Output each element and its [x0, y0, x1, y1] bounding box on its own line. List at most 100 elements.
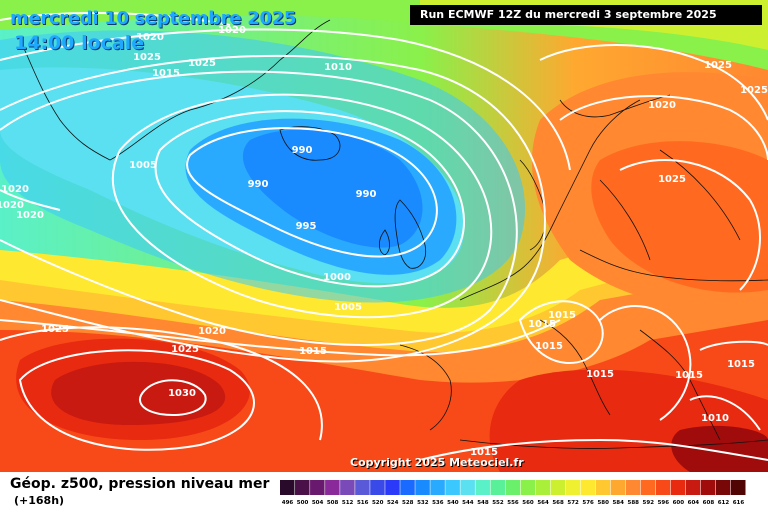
isobar-label: 1015 [548, 310, 576, 321]
isobar-label: 1010 [701, 413, 729, 424]
legend-title: Géop. z500, pression niveau mer [10, 476, 270, 492]
isobar-label: 1015 [535, 341, 563, 352]
isobar-labels: 1020 1020 1025 1015 1025 1010 1005 1020 … [0, 25, 768, 458]
color-scale-tick: 556 [507, 500, 519, 506]
color-scale-tick: 508 [327, 500, 339, 506]
color-swatch [625, 480, 641, 495]
color-scale-tick: 612 [718, 500, 730, 506]
color-swatch [370, 480, 385, 495]
isobar-label: 1020 [136, 32, 164, 43]
color-swatch [595, 480, 611, 495]
color-swatch [295, 480, 310, 495]
isobar-label: 1025 [704, 60, 732, 71]
isobar-label: 1025 [658, 174, 686, 185]
color-scale-tick: 604 [688, 500, 700, 506]
color-scale-tick: 536 [432, 500, 444, 506]
isobar-label: 1020 [0, 200, 24, 211]
isobar-label: 990 [248, 179, 269, 190]
isobar-995 [154, 110, 465, 288]
isobar-1010-se [689, 395, 761, 431]
color-scale: 496 500 504 508 512 516 520 524 528 532 536 540 544 5… [280, 480, 746, 506]
color-swatch [280, 480, 295, 495]
isobar-1030 [139, 379, 207, 416]
isobar-1020-north [0, 12, 231, 26]
color-swatch [610, 480, 626, 495]
color-swatch [325, 480, 340, 495]
color-scale-tick: 592 [643, 500, 655, 506]
geopotential-map: 1020 1020 1025 1015 1025 1010 1005 1020 … [0, 0, 768, 472]
zone-deep-blue [242, 129, 423, 248]
isobar-label: 1020 [1, 184, 29, 195]
isobar-1025-east [619, 159, 761, 291]
isobar-990 [186, 127, 438, 258]
color-scale-tick: 588 [628, 500, 640, 506]
isobar-label: 995 [296, 221, 317, 232]
color-swatch [385, 480, 400, 495]
isobar-label: 1025 [171, 344, 199, 355]
isobar-label: 1030 [168, 388, 196, 399]
color-swatch [355, 480, 370, 495]
color-swatch [640, 480, 656, 495]
color-swatch [310, 480, 325, 495]
color-swatch [475, 480, 490, 495]
color-scale-tick: 600 [673, 500, 685, 506]
color-swatch [580, 480, 596, 495]
color-swatch [520, 480, 536, 495]
color-swatch [415, 480, 430, 495]
zone-dark-red [51, 361, 226, 425]
color-scale-tick: 572 [567, 500, 579, 506]
color-scale-tick: 584 [612, 500, 624, 506]
color-swatch [685, 480, 701, 495]
isobar-label: 1025 [188, 58, 216, 69]
isobar-1025-ne [539, 44, 768, 121]
isobar-label: 1010 [324, 62, 352, 73]
color-scale-tick: 520 [372, 500, 384, 506]
color-swatch [730, 480, 746, 495]
copyright-text: Copyright 2025 Meteociel.fr [350, 456, 524, 469]
isobar-label: 990 [356, 189, 377, 200]
isobar-label: 1000 [323, 272, 351, 283]
color-swatch [505, 480, 521, 495]
forecast-time: 14:00 locale [14, 32, 145, 54]
color-scale-tick: 528 [402, 500, 414, 506]
color-scale-tick: 564 [537, 500, 549, 506]
color-swatch [655, 480, 671, 495]
isobar-label: 1015 [470, 447, 498, 458]
isobar-1020-south [0, 326, 323, 441]
forecast-date: mercredi 10 septembre 2025 [10, 8, 297, 29]
color-swatch [400, 480, 415, 495]
color-scale-tick: 524 [387, 500, 399, 506]
color-scale-tick: 512 [342, 500, 354, 506]
isobar-label: 1005 [129, 160, 157, 171]
color-swatch [340, 480, 355, 495]
isobar-label: 1020 [218, 25, 246, 36]
isobar-label: 1025 [740, 85, 768, 96]
isobar-label: 1020 [198, 326, 226, 337]
isobar-label: 1020 [648, 100, 676, 111]
color-scale-tick: 500 [297, 500, 309, 506]
isobar-label: 1015 [586, 369, 614, 380]
color-swatch [700, 480, 716, 495]
isobar-1020-ne [559, 95, 768, 161]
color-swatch [445, 480, 460, 495]
isobar-1020-west [0, 189, 61, 211]
isobar-1010 [0, 54, 546, 363]
isobar-label: 1015 [675, 370, 703, 381]
color-scale-tick: 540 [447, 500, 459, 506]
color-scale-tick: 496 [282, 500, 294, 506]
isobar-1015-north [0, 28, 571, 171]
color-swatch [565, 480, 581, 495]
isobar-label: 1020 [16, 210, 44, 221]
color-scale-tick: 568 [552, 500, 564, 506]
isobar-1015-alps [518, 300, 604, 365]
isobar-1015-balkan [599, 305, 692, 421]
isobar-1005 [0, 70, 518, 346]
color-swatch [535, 480, 551, 495]
run-info: Run ECMWF 12Z du mercredi 3 septembre 20… [410, 5, 762, 25]
isobar-label: 1005 [334, 302, 362, 313]
zone-orange-deep [591, 141, 768, 293]
color-scale-tick: 560 [522, 500, 534, 506]
isobar-1015-south [0, 319, 561, 357]
zone-dark-red-east [671, 425, 768, 472]
